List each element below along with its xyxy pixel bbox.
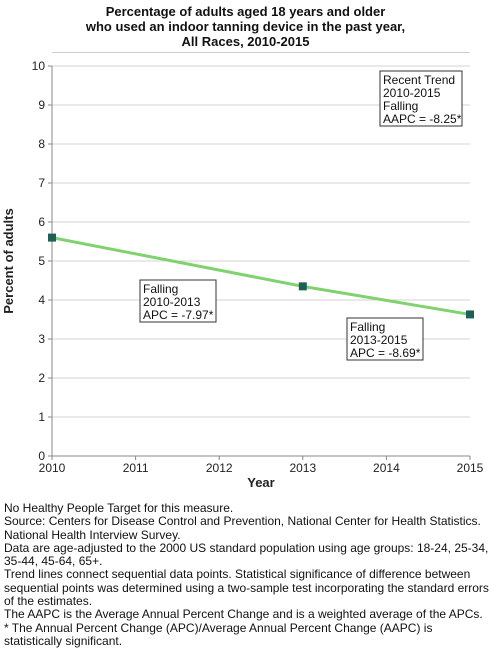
- y-axis-label: Percent of adults: [1, 208, 16, 313]
- note-line: statistically significant.: [4, 633, 123, 648]
- x-tick-label: 2011: [123, 461, 149, 475]
- note-line: 35-44, 45-64, 65+.: [4, 554, 103, 569]
- note-line: Data are age-adjusted to the 2000 US sta…: [4, 540, 489, 555]
- note-line: sequential points was determined using a…: [4, 580, 489, 595]
- y-tick-label: 10: [32, 59, 46, 73]
- x-tick-label: 2010: [39, 461, 66, 475]
- note-line: Trend lines connect sequential data poin…: [4, 567, 471, 582]
- annotation-box: [346, 317, 424, 361]
- y-tick-label: 7: [38, 176, 45, 190]
- annotation-text: Falling: [350, 320, 385, 334]
- annotation-text: 2010-2015: [383, 86, 441, 100]
- x-tick-label: 2012: [206, 461, 233, 475]
- chart-title-line-2: who used an indoor tanning device in the…: [85, 19, 406, 34]
- annotation-box: [139, 279, 217, 323]
- y-tick-label: 3: [38, 332, 45, 346]
- chart-title-line-3: All Races, 2010-2015: [181, 34, 310, 49]
- note-line: Source: Centers for Disease Control and …: [4, 514, 481, 529]
- x-tick-label: 2015: [457, 461, 484, 475]
- y-tick-label: 9: [38, 98, 45, 112]
- annotation-text: 2010-2013: [143, 295, 201, 309]
- y-tick-label: 2: [38, 371, 45, 385]
- annotation-text: AAPC = -8.25*: [383, 112, 462, 126]
- chart-notes: No Healthy People Target for this measur…: [4, 501, 489, 648]
- y-tick-label: 4: [38, 293, 45, 307]
- annotation-text: Recent Trend: [383, 73, 455, 87]
- data-point: [466, 310, 474, 319]
- data-point: [298, 282, 307, 291]
- x-tick-label: 2014: [373, 461, 400, 475]
- annotation-text: APC = -7.97*: [143, 308, 214, 322]
- y-tick-label: 1: [38, 410, 45, 424]
- note-line: No Healthy People Target for this measur…: [4, 501, 234, 515]
- trend-chart: 0 1 2 3 4 5 6 7 8 9 10 2010 2011 2012 2013 2014 2015 Year…: [1, 59, 484, 490]
- annotation-text: Falling: [383, 99, 418, 113]
- x-tick-label: 2013: [289, 461, 316, 475]
- y-tick-label: 0: [38, 449, 45, 463]
- annotation-text: APC = -8.69*: [350, 346, 421, 360]
- y-tick-label: 5: [38, 254, 45, 268]
- annotation-box: [379, 70, 463, 127]
- data-point: [48, 233, 56, 242]
- trend-line: [51, 236, 471, 316]
- chart-title-line-1: Percentage of adults aged 18 years and o…: [105, 4, 386, 19]
- annotation-text: 2013-2015: [350, 333, 408, 347]
- annotation-text: Falling: [143, 282, 178, 296]
- chart-title: Percentage of adults aged 18 years and o…: [0, 4, 491, 49]
- x-axis-label: Year: [247, 475, 274, 490]
- note-line: National Health Interview Survey.: [4, 527, 181, 542]
- y-tick-label: 6: [38, 215, 45, 229]
- title-divider: [52, 52, 470, 53]
- y-tick-label: 8: [38, 137, 45, 151]
- note-line: The AAPC is the Average Annual Percent C…: [4, 607, 483, 622]
- note-line: of the estimates.: [4, 594, 93, 609]
- note-line: * The Annual Percent Change (APC)/Averag…: [4, 620, 433, 635]
